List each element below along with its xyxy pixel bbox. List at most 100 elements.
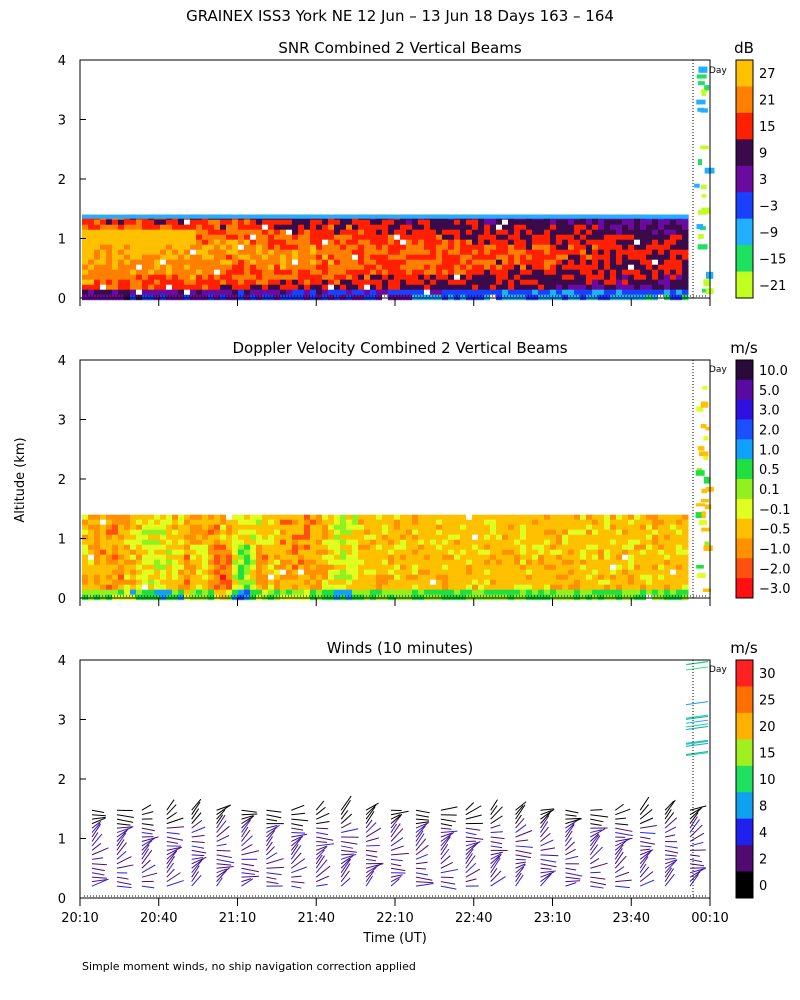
x-tick-label: 23:10	[534, 911, 571, 926]
field-cell	[616, 524, 623, 531]
field-cell	[406, 564, 413, 571]
field-cell	[448, 279, 455, 286]
field-cell	[178, 269, 185, 276]
field-cell	[652, 294, 659, 301]
field-cell	[616, 224, 623, 231]
field-cell	[100, 569, 107, 576]
field-cell	[136, 259, 143, 266]
field-cell	[646, 244, 653, 251]
field-cell	[532, 279, 539, 286]
field-cell	[484, 589, 491, 596]
field-cell	[220, 244, 227, 251]
field-cell	[478, 234, 485, 241]
field-cell	[346, 524, 353, 531]
field-cell	[496, 594, 503, 601]
field-cell	[460, 574, 467, 581]
field-cell	[568, 559, 575, 566]
field-cell	[580, 574, 587, 581]
field-cell	[604, 514, 611, 521]
field-cell	[214, 554, 221, 561]
field-cell	[388, 539, 395, 546]
wind-barb	[166, 868, 175, 878]
field-cell	[94, 269, 101, 276]
field-cell	[142, 244, 149, 251]
wind-barb	[565, 841, 575, 851]
field-cell	[286, 554, 293, 561]
field-cell	[682, 574, 689, 581]
field-cell	[670, 229, 677, 236]
field-cell	[118, 574, 125, 581]
field-cell	[676, 559, 683, 566]
field-cell	[364, 224, 371, 231]
field-cell	[550, 559, 557, 566]
field-cell	[334, 274, 341, 281]
field-cell	[430, 269, 437, 276]
field-cell	[82, 234, 89, 241]
field-cell	[142, 249, 149, 256]
field-cell	[238, 284, 245, 291]
field-cell	[436, 544, 443, 551]
field-cell	[238, 264, 245, 271]
field-cell	[580, 284, 587, 291]
field-cell	[196, 564, 203, 571]
field-cell	[130, 259, 137, 266]
field-cell	[154, 264, 161, 271]
field-cell	[88, 554, 95, 561]
field-cell	[112, 574, 119, 581]
field-cell	[364, 259, 371, 266]
field-cell	[598, 289, 605, 296]
wind-barb	[415, 867, 427, 870]
field-cell	[472, 579, 479, 586]
field-cell	[364, 554, 371, 561]
field-cell	[622, 564, 629, 571]
field-cell	[598, 539, 605, 546]
wind-barb	[266, 881, 279, 884]
wind-barb	[166, 799, 175, 811]
field-cell	[634, 569, 641, 576]
field-cell	[490, 554, 497, 561]
field-cell	[160, 524, 167, 531]
wind-barb	[241, 875, 259, 878]
field-cell	[202, 254, 209, 261]
wind-barb	[91, 832, 99, 842]
field-cell	[100, 269, 107, 276]
field-cell	[238, 249, 245, 256]
field-cell	[358, 539, 365, 546]
field-cell	[400, 219, 407, 226]
wind-barb	[664, 867, 672, 878]
field-cell	[292, 289, 299, 296]
field-cell	[262, 514, 269, 521]
field-cell	[616, 234, 623, 241]
field-cell	[334, 549, 341, 556]
field-cell	[580, 584, 587, 591]
wind-barb	[465, 878, 477, 883]
field-cell	[160, 224, 167, 231]
wind-barb	[141, 823, 154, 826]
field-cell	[382, 259, 389, 266]
field-cell	[448, 229, 455, 236]
field-cell	[454, 289, 461, 296]
field-cell	[442, 224, 449, 231]
field-cell	[88, 544, 95, 551]
field-cell	[94, 234, 101, 241]
field-cell	[586, 294, 593, 301]
field-cell	[652, 219, 659, 226]
field-cell	[508, 239, 515, 246]
field-cell	[430, 229, 437, 236]
field-cell	[628, 219, 635, 226]
wind-barb	[116, 839, 125, 851]
wind-barb	[440, 831, 455, 842]
field-cell	[124, 549, 131, 556]
field-cell	[214, 254, 221, 261]
field-cell	[382, 579, 389, 586]
field-cell	[478, 269, 485, 276]
field-cell	[106, 249, 113, 256]
field-cell	[616, 549, 623, 556]
field-cell	[658, 254, 665, 261]
field-cell	[592, 529, 599, 536]
field-cell	[214, 279, 221, 286]
field-cell	[238, 229, 245, 236]
field-cell	[310, 589, 317, 596]
field-cell	[448, 539, 455, 546]
